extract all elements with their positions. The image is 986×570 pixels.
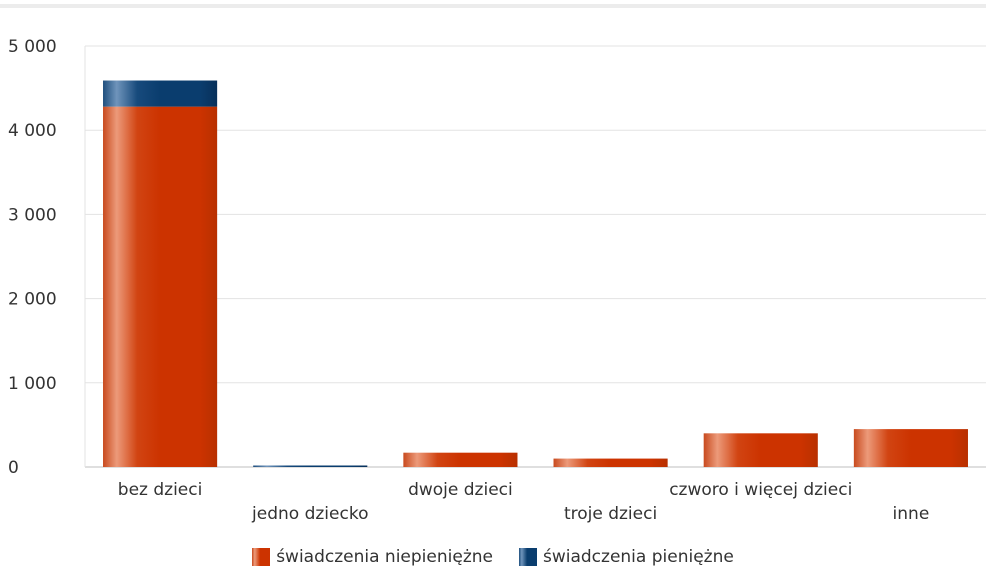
legend-label-pieniezne: świadczenia pieniężne — [542, 547, 734, 567]
legend: świadczenia niepieniężne świadczenia pie… — [0, 544, 986, 570]
x-category-label: jedno dziecko — [251, 504, 368, 524]
bar-niepieniezne[interactable] — [703, 433, 818, 467]
x-category-label: troje dzieci — [564, 504, 657, 524]
bar-pieniezne[interactable] — [103, 80, 218, 107]
legend-item-niepieniezne[interactable]: świadczenia niepieniężne — [252, 547, 493, 567]
y-tick-label: 4 000 — [8, 121, 57, 141]
legend-swatch-niepieniezne — [252, 548, 271, 566]
y-tick-label: 2 000 — [8, 290, 57, 310]
y-tick-label: 0 — [8, 458, 19, 478]
bar-niepieniezne[interactable] — [553, 458, 668, 467]
legend-label-niepieniezne: świadczenia niepieniężne — [276, 547, 493, 567]
bar-pieniezne[interactable] — [253, 465, 368, 468]
x-category-label: czworo i więcej dzieci — [669, 480, 852, 500]
y-tick-label: 1 000 — [8, 374, 57, 394]
bar-niepieniezne[interactable] — [853, 429, 968, 467]
bar-niepieniezne[interactable] — [403, 452, 518, 467]
y-tick-label: 5 000 — [8, 37, 57, 57]
legend-swatch-pieniezne — [518, 548, 537, 566]
bar-chart: 0 1 000 2 000 3 000 4 000 5 000 bez dzieci jed… — [8, 37, 986, 524]
top-rule — [0, 4, 986, 8]
legend-item-pieniezne[interactable]: świadczenia pieniężne — [518, 547, 734, 567]
bar-niepieniezne[interactable] — [103, 106, 218, 468]
x-category-label: bez dzieci — [118, 480, 203, 500]
y-tick-label: 3 000 — [8, 205, 57, 225]
x-category-label: dwoje dzieci — [408, 480, 513, 500]
x-category-label: inne — [893, 504, 930, 524]
